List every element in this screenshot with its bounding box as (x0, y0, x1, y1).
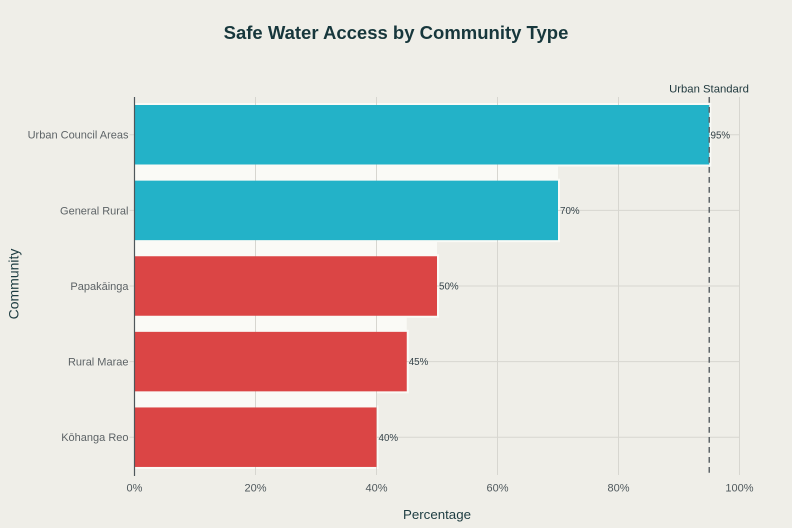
svg-text:80%: 80% (607, 483, 629, 495)
svg-text:50%: 50% (439, 282, 459, 293)
svg-text:40%: 40% (365, 483, 387, 495)
svg-text:45%: 45% (409, 357, 429, 368)
svg-text:20%: 20% (244, 483, 266, 495)
svg-text:70%: 70% (560, 206, 580, 217)
svg-text:Rural Marae: Rural Marae (68, 357, 129, 369)
svg-text:Safe Water Access by Community: Safe Water Access by Community Type (224, 22, 569, 43)
svg-text:100%: 100% (725, 483, 753, 495)
svg-text:95%: 95% (711, 130, 731, 141)
svg-text:40%: 40% (379, 433, 399, 444)
svg-text:General Rural: General Rural (60, 205, 128, 217)
svg-text:60%: 60% (486, 483, 508, 495)
svg-text:Kōhanga Reo: Kōhanga Reo (61, 432, 128, 444)
svg-text:Papakāinga: Papakāinga (70, 281, 129, 293)
svg-text:Urban Council Areas: Urban Council Areas (28, 130, 129, 142)
svg-text:0%: 0% (127, 483, 143, 495)
svg-text:Percentage: Percentage (403, 507, 471, 522)
svg-text:Urban Standard: Urban Standard (669, 84, 749, 96)
svg-text:Community: Community (6, 249, 22, 320)
